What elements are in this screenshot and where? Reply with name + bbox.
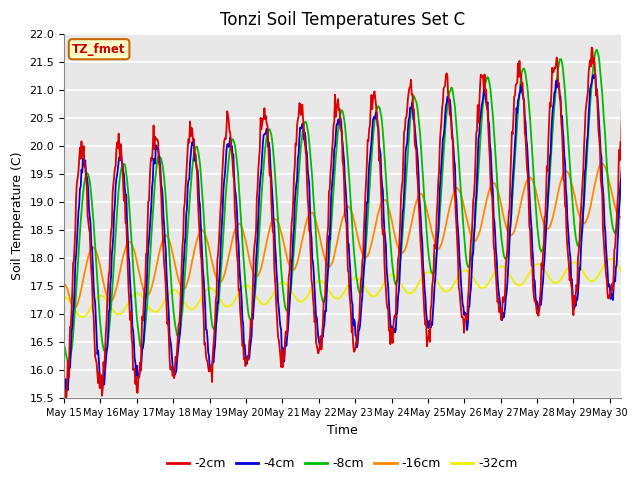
X-axis label: Time: Time — [327, 424, 358, 437]
Text: TZ_fmet: TZ_fmet — [72, 43, 126, 56]
Title: Tonzi Soil Temperatures Set C: Tonzi Soil Temperatures Set C — [220, 11, 465, 29]
Legend: -2cm, -4cm, -8cm, -16cm, -32cm: -2cm, -4cm, -8cm, -16cm, -32cm — [162, 452, 523, 475]
Y-axis label: Soil Temperature (C): Soil Temperature (C) — [11, 152, 24, 280]
